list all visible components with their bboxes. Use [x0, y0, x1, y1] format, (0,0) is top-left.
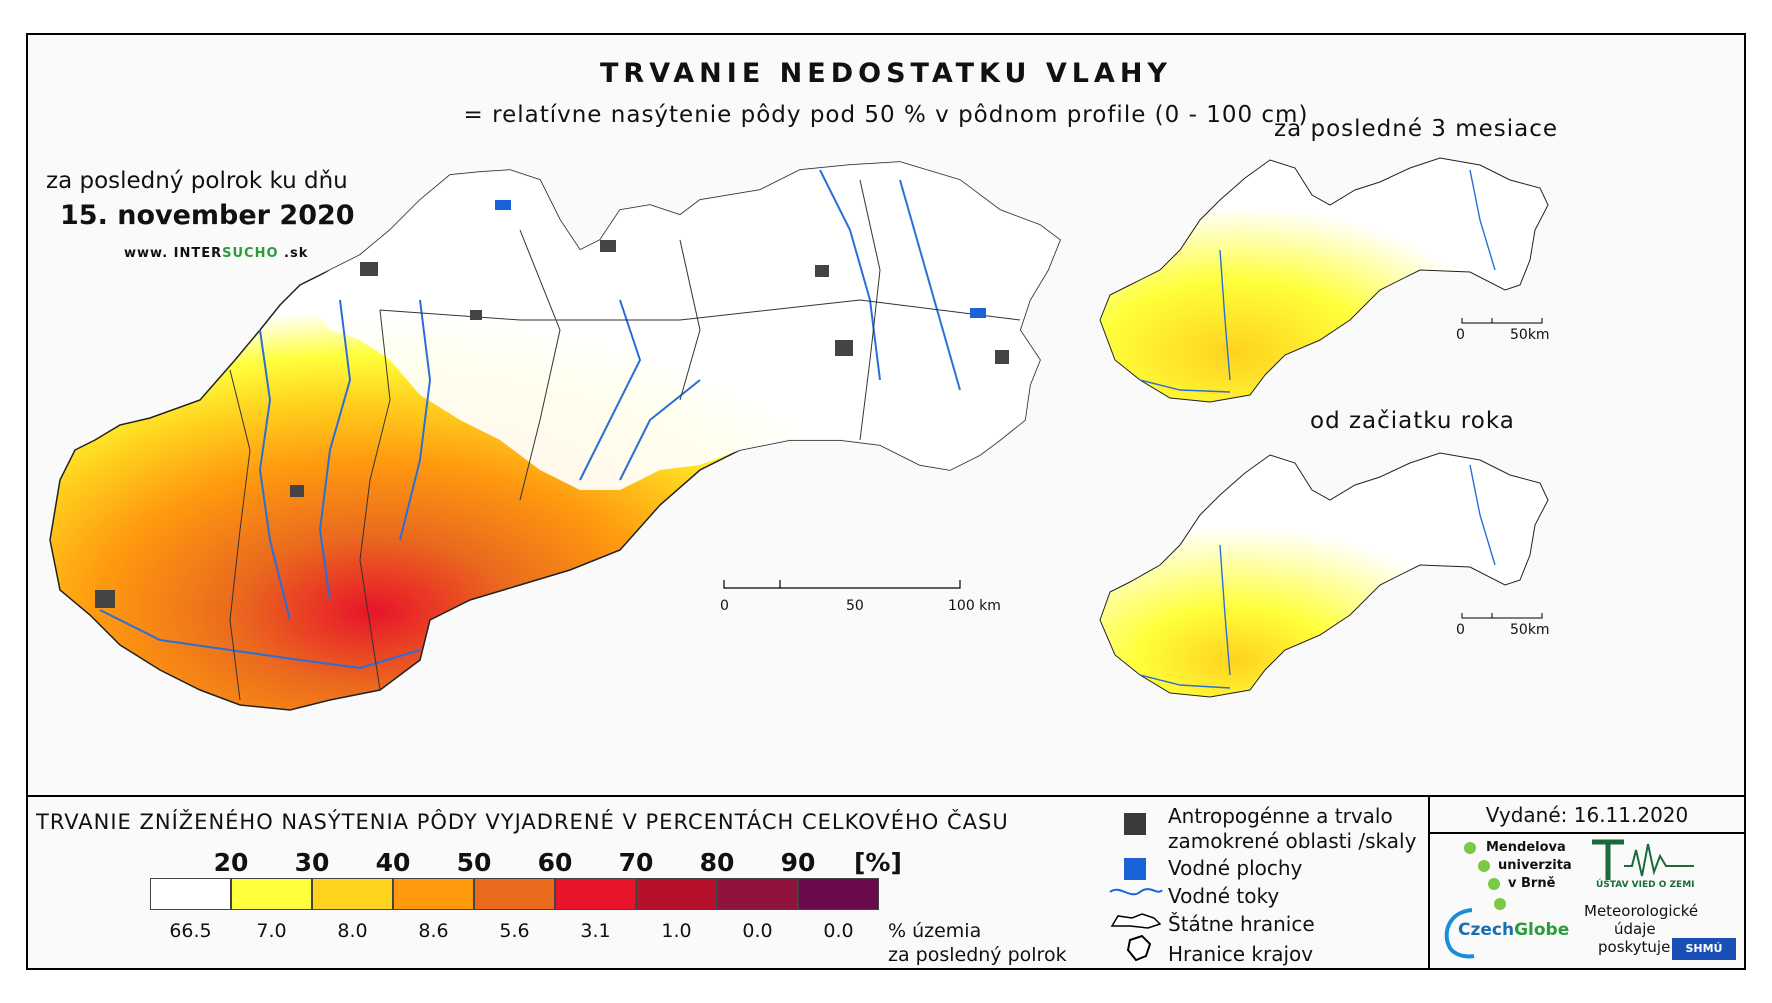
- czechglobe-label: CzechGlobe: [1458, 920, 1569, 940]
- inset-ytd-scale-0: 0: [1456, 622, 1465, 638]
- inset-3m-scale-50: 50km: [1510, 327, 1550, 343]
- mendelu-logo-icon: [1464, 842, 1506, 910]
- legend-share-value: 66.5: [169, 920, 212, 942]
- inset-3m-scale-0: 0: [1456, 327, 1465, 343]
- ustav-label: ÚSTAV VIED O ZEMI: [1596, 880, 1695, 890]
- meteo-line-3: poskytuje:: [1598, 938, 1676, 956]
- inset-ytd-map: [1099, 452, 1549, 698]
- legend-share-value: 3.1: [580, 920, 611, 942]
- state-border-icon: [1110, 913, 1162, 929]
- legend-swatch: [798, 878, 879, 910]
- map-title: TRVANIE NEDOSTATKU VLAHY: [600, 58, 1172, 89]
- state-borders-label: Štátne hranice: [1168, 912, 1315, 936]
- legend-threshold: 50: [456, 848, 492, 877]
- rivers: [99, 169, 961, 670]
- anthropogenic-areas: [95, 240, 1009, 608]
- share-label-1: % územia: [888, 920, 982, 942]
- legend-threshold: 70: [618, 848, 654, 877]
- meteo-line-1: Meteorologické: [1584, 902, 1699, 920]
- issued-separator: [1428, 832, 1746, 834]
- legend-share-value: 1.0: [661, 920, 692, 942]
- website-highlight: SUCHO: [222, 246, 279, 261]
- anthropogenic-label-2: zamokrené oblasti /skaly: [1168, 829, 1417, 853]
- legend-swatch: [150, 878, 231, 910]
- legend-threshold: 60: [537, 848, 573, 877]
- legend-unit: [%]: [854, 848, 902, 877]
- inset-3m-scale: [1461, 318, 1543, 324]
- legend-share-value: 0.0: [742, 920, 773, 942]
- inset-3m-label: za posledné 3 mesiace: [1274, 116, 1559, 142]
- issued-date: Vydané: 16.11.2020: [1485, 803, 1689, 827]
- low-drought-region: [300, 162, 1060, 490]
- legend-swatch: [636, 878, 717, 910]
- mendelu-line-1: Mendelova: [1486, 840, 1566, 855]
- meteo-line-2: údaje: [1614, 920, 1656, 938]
- legend-share-value: 8.6: [418, 920, 449, 942]
- legend-share-value: 0.0: [823, 920, 854, 942]
- date-label: 15. november 2020: [60, 200, 355, 231]
- legend-share-value: 7.0: [256, 920, 287, 942]
- mendelu-line-3: v Brně: [1508, 876, 1556, 891]
- anthropogenic-swatch: [1124, 813, 1146, 835]
- legend-swatch: [231, 878, 312, 910]
- legend-threshold: 80: [699, 848, 735, 877]
- legend-swatch: [393, 878, 474, 910]
- issued-box: [1428, 795, 1746, 970]
- website-prefix: www. INTER: [124, 246, 223, 261]
- website-label[interactable]: www. INTERSUCHO .sk: [124, 246, 308, 261]
- legend-threshold: 40: [375, 848, 411, 877]
- legend-swatch: [555, 878, 636, 910]
- water-streams-label: Vodné toky: [1168, 884, 1280, 908]
- czechglobe-arc-icon: [1444, 908, 1475, 959]
- inset-3m-map: [1099, 157, 1549, 403]
- region-border-icon: [1126, 934, 1152, 962]
- water-bodies-swatch: [1124, 858, 1146, 880]
- inset-ytd-scale-50: 50km: [1510, 622, 1550, 638]
- legend-swatch: [717, 878, 798, 910]
- main-scale-100: 100 km: [948, 598, 1001, 614]
- map-subtitle: = relatívne nasýtenie pôdy pod 50 % v pô…: [463, 102, 1309, 128]
- main-scale-50: 50: [846, 598, 864, 614]
- legend-threshold: 30: [294, 848, 330, 877]
- legend-title: TRVANIE ZNÍŽENÉHO NASÝTENIA PÔDY VYJADRE…: [36, 810, 1009, 834]
- river-line-icon: [1109, 888, 1163, 896]
- inset-ytd-label: od začiatku roka: [1310, 408, 1515, 434]
- shmu-logo: SHMÚ: [1672, 938, 1736, 960]
- anthropogenic-label-1: Antropogénne a trvalo: [1168, 804, 1393, 828]
- czechglobe-czech: Czech: [1458, 920, 1515, 940]
- inset-3m-rivers: [1139, 169, 1496, 393]
- main-scale-bar: [723, 580, 961, 589]
- legend-threshold: 90: [780, 848, 816, 877]
- ustav-logo-icon: [1592, 839, 1694, 880]
- legend-swatch: [312, 878, 393, 910]
- czechglobe-globe: Globe: [1514, 920, 1570, 940]
- legend-share-value: 5.6: [499, 920, 530, 942]
- share-label-2: za posledný polrok: [888, 944, 1067, 966]
- legend-threshold: 20: [213, 848, 249, 877]
- water-bodies-label: Vodné plochy: [1168, 856, 1303, 880]
- website-suffix: .sk: [278, 246, 309, 261]
- inset-ytd-scale: [1461, 613, 1543, 619]
- legend-share-value: 8.0: [337, 920, 368, 942]
- legend-swatch: [474, 878, 555, 910]
- mendelu-line-2: univerzita: [1498, 858, 1572, 873]
- water-bodies: [495, 200, 986, 318]
- period-label: za posledný polrok ku dňu: [46, 168, 348, 194]
- region-borders-label: Hranice krajov: [1168, 942, 1314, 966]
- inset-ytd-rivers: [1139, 464, 1496, 689]
- legend-band: [26, 795, 1746, 970]
- main-scale-0: 0: [720, 598, 729, 614]
